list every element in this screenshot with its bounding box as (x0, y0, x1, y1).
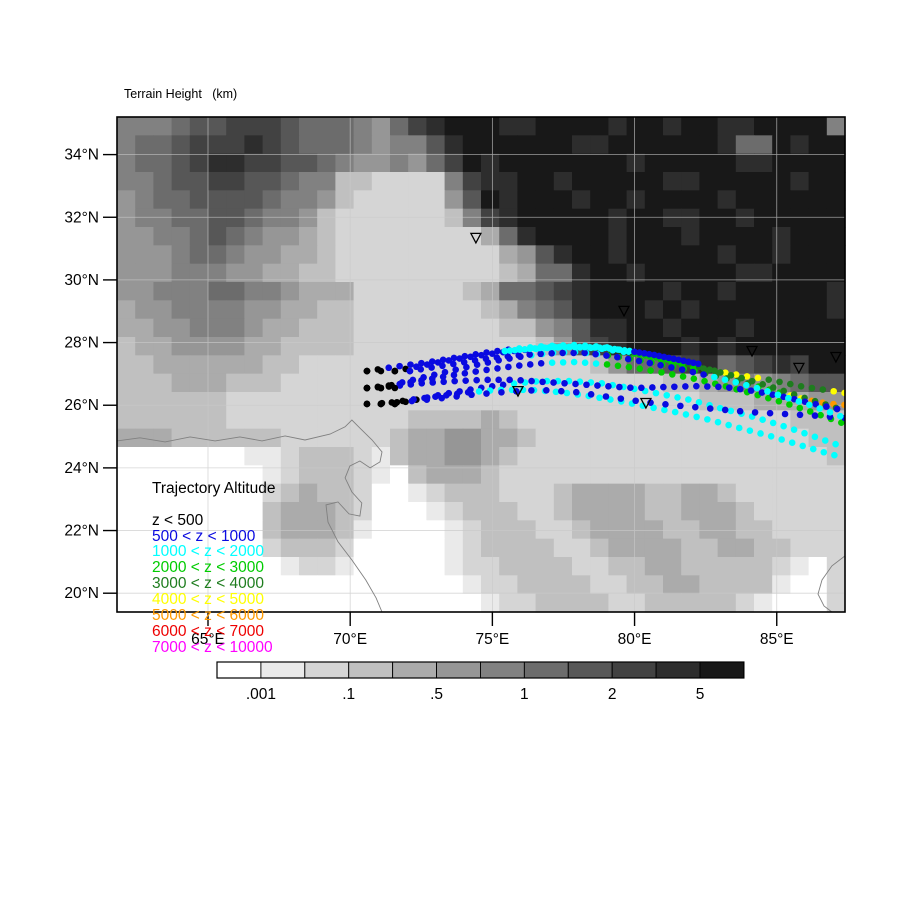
colorbar-tick-label: 5 (696, 686, 705, 703)
site-triangle-marker (792, 362, 805, 375)
lat-tick-label: 32°N (64, 209, 99, 226)
lat-tick-label: 24°N (64, 460, 99, 477)
map-frame (116, 116, 846, 613)
site-triangle-marker (639, 397, 652, 410)
terrain-colorbar: .001 .1 .5 1 2 5 (216, 661, 745, 703)
colorbar-tick-label: .5 (430, 686, 443, 703)
release-points (363, 367, 399, 408)
legend-entry-6: 5000 < z < 6000 (152, 606, 265, 624)
colorbar-tick-label: .001 (246, 686, 276, 703)
legend-entry-0: z < 500 (152, 511, 204, 529)
lat-tick-label: 28°N (64, 335, 99, 352)
lon-tick-label: 65°E (191, 631, 225, 648)
lat-tick-label: 26°N (64, 397, 99, 414)
lat-tick-label: 22°N (64, 523, 99, 540)
colorbar-tick-label: 2 (608, 686, 617, 703)
legend-entry-3: 2000 < z < 3000 (152, 559, 265, 577)
site-triangle-marker (745, 345, 759, 358)
plot-title: Terrain Height (km) (124, 87, 238, 101)
lat-tick-label: 30°N (64, 272, 99, 289)
trajectory-path-9 (501, 343, 702, 368)
legend-entry-8: 7000 < z < 10000 (152, 638, 273, 656)
legend-entry-2: 1000 < z < 2000 (152, 543, 265, 561)
colorbar-tick-label: 1 (520, 686, 529, 703)
trajectory-dots (363, 341, 845, 459)
site-triangle-marker (511, 385, 525, 398)
site-markers (469, 232, 842, 410)
lon-tick-label: 80°E (618, 631, 652, 648)
terrain-raster (117, 117, 846, 613)
colorbar-tick-label: .1 (342, 686, 355, 703)
trajectory-altitude-legend: Trajectory Altitude z < 500 500 < z < 100… (152, 449, 275, 656)
site-triangle-marker (829, 351, 842, 364)
lat-tick-label: 20°N (64, 585, 99, 602)
site-triangle-marker (617, 305, 631, 318)
coastline (116, 419, 846, 613)
graticule-gridlines (117, 117, 845, 612)
legend-entry-4: 3000 < z < 4000 (152, 575, 265, 593)
lat-tick-label: 34°N (64, 147, 99, 164)
legend-entry-5: 4000 < z < 5000 (152, 591, 265, 609)
axes: 34°N 32°N 30°N 28°N 26°N 24°N 22°N 20°N 65°E 70°E… (64, 147, 793, 648)
legend-entry-7: 6000 < z < 7000 (152, 622, 265, 640)
legend-title: Trajectory Altitude (152, 479, 276, 497)
legend-entry-1: 500 < z < 1000 (152, 527, 256, 545)
lon-tick-label: 70°E (333, 631, 367, 648)
trajectory-path-8 (406, 349, 844, 420)
lon-tick-label: 75°E (475, 631, 509, 648)
site-triangle-marker (469, 232, 482, 245)
lon-tick-label: 85°E (760, 631, 794, 648)
